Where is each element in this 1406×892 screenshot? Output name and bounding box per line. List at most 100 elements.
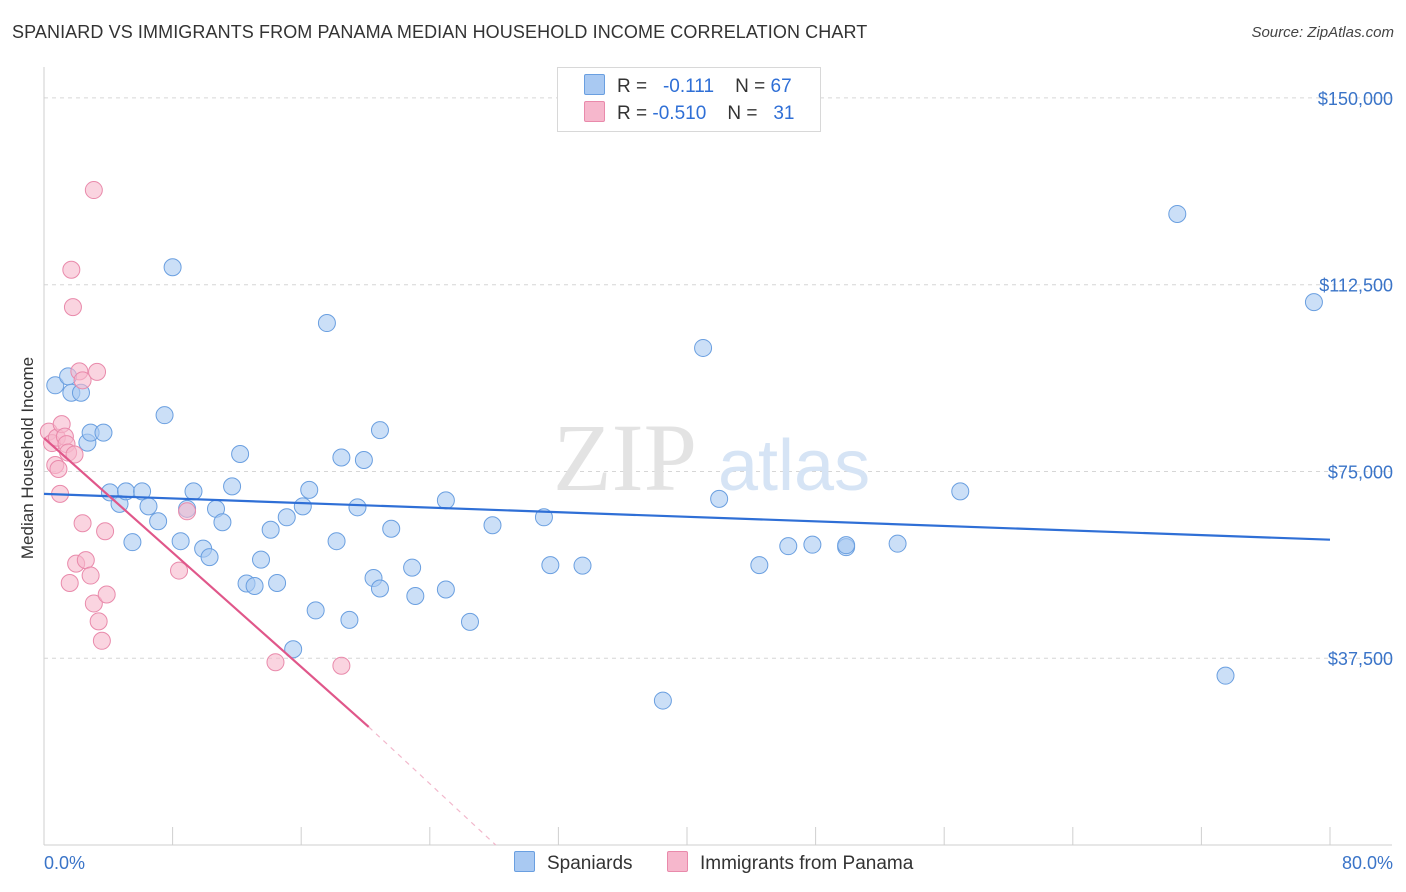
- spaniard-point-55: [694, 338, 713, 357]
- spaniard-point-26: [245, 577, 264, 596]
- spaniard-point-52: [541, 556, 560, 575]
- chart-title: SPANIARD VS IMMIGRANTS FROM PANAMA MEDIA…: [12, 22, 868, 42]
- spaniard-point-62: [888, 534, 907, 553]
- spaniard-point-29: [268, 574, 287, 593]
- spaniard-point-20: [200, 548, 219, 567]
- panama-point-30: [332, 656, 351, 675]
- x-tick-label-1: 80.0%: [1342, 853, 1393, 873]
- spaniard-point-0: [46, 376, 65, 395]
- bottom-legend-label-spaniards: Spaniards: [547, 853, 633, 874]
- spaniard-point-56: [710, 489, 729, 508]
- spaniard-point-51: [534, 508, 553, 527]
- spaniard-point-13: [149, 512, 168, 531]
- y-tick-label-1: $75,000: [1328, 462, 1393, 482]
- tick-labels: $37,500 $75,000 $112,500 $150,000 0.0% 80.0% M…: [18, 89, 1393, 873]
- panama-point-29: [266, 653, 285, 672]
- spaniard-point-61: [837, 536, 856, 555]
- spaniard-point-18: [184, 482, 203, 501]
- panama-trend-line: [43, 437, 370, 728]
- spaniard-point-31: [284, 640, 303, 659]
- y-tick-label-0: $37,500: [1328, 649, 1393, 669]
- spaniard-point-38: [340, 610, 359, 629]
- legend-swatch-spaniards: [584, 74, 605, 95]
- legend-n-label: N =: [727, 103, 758, 124]
- panama-point-25: [96, 522, 115, 541]
- chart-source: Source: ZipAtlas.com: [1251, 24, 1394, 41]
- spaniard-point-28: [261, 520, 280, 539]
- spaniard-point-32: [293, 497, 312, 516]
- spaniard-point-43: [370, 579, 389, 598]
- trend-lines: [43, 437, 1331, 846]
- spaniard-point-37: [332, 448, 351, 467]
- legend-r-label: R =: [617, 103, 648, 124]
- spaniard-point-22: [213, 513, 232, 532]
- legend-r-value-panama: -0.510: [652, 103, 707, 124]
- spaniard-point-34: [306, 601, 325, 620]
- spaniard-point-53: [573, 556, 592, 575]
- legend-swatch-panama: [584, 101, 605, 122]
- spaniard-point-23: [223, 477, 242, 496]
- legend-row-panama: R = -0.510 N = 31: [584, 101, 794, 127]
- spaniard-point-27: [252, 550, 271, 569]
- spaniard-point-12: [139, 497, 158, 516]
- legend-n-value-panama: 31: [773, 103, 795, 124]
- spaniard-point-6: [94, 423, 113, 442]
- spaniard-point-45: [403, 558, 422, 577]
- y-tick-label-3: $150,000: [1318, 89, 1393, 109]
- spaniard-point-36: [327, 532, 346, 551]
- panama-point-22: [88, 362, 107, 381]
- panama-point-27: [170, 561, 189, 580]
- bottom-legend-panama: Immigrants from Panama: [667, 851, 913, 877]
- bottom-swatch-panama: [667, 851, 688, 872]
- spaniard-point-54: [653, 691, 672, 710]
- spaniard-point-65: [1216, 666, 1235, 685]
- panama-point-12: [63, 298, 82, 317]
- panama-point-18: [76, 551, 95, 570]
- spaniard-point-44: [382, 519, 401, 538]
- grid-layer: [44, 97, 1392, 659]
- spaniard-point-58: [779, 537, 798, 556]
- panama-point-21: [84, 594, 103, 613]
- spaniard-point-10: [123, 533, 142, 552]
- watermark-layer: ZIP atlas: [553, 404, 870, 511]
- spaniard-point-15: [163, 258, 182, 277]
- panama-point-19: [81, 566, 100, 585]
- panama-point-11: [62, 260, 81, 279]
- spaniard-point-30: [277, 508, 296, 527]
- panama-points: [39, 181, 351, 675]
- spaniard-point-11: [133, 482, 152, 501]
- x-tick-label-0: 0.0%: [44, 853, 85, 873]
- spaniard-point-47: [436, 580, 455, 599]
- panama-point-13: [65, 445, 84, 464]
- spaniard-point-49: [460, 612, 479, 631]
- panama-point-20: [84, 181, 103, 200]
- correlation-legend: R = -0.111 N = 67 R = -0.510 N = 31: [557, 67, 821, 132]
- panama-point-10: [60, 574, 79, 593]
- spaniard-point-46: [406, 586, 425, 605]
- legend-r-label: R =: [617, 76, 648, 97]
- spaniard-point-33: [300, 480, 319, 499]
- panama-point-17: [73, 514, 92, 533]
- legend-n-label: N =: [735, 76, 766, 97]
- spaniard-point-40: [354, 451, 373, 470]
- spaniard-point-50: [483, 516, 502, 535]
- bottom-legend-spaniards: Spaniards: [514, 851, 633, 877]
- watermark-zip: ZIP: [553, 404, 697, 511]
- panama-point-4: [49, 459, 68, 478]
- spaniard-point-66: [1304, 293, 1323, 312]
- spaniard-point-57: [750, 556, 769, 575]
- panama-point-26: [97, 585, 116, 604]
- spaniard-point-39: [348, 498, 367, 517]
- bottom-swatch-spaniards: [514, 851, 535, 872]
- spaniard-point-42: [370, 421, 389, 440]
- spaniard-point-48: [436, 491, 455, 510]
- spaniard-point-63: [951, 482, 970, 501]
- spaniard-point-14: [155, 406, 174, 425]
- spaniard-point-64: [1168, 204, 1187, 223]
- legend-n-value-spaniards: 67: [770, 76, 792, 97]
- panama-point-16: [73, 371, 92, 390]
- spaniard-point-35: [317, 314, 336, 333]
- bottom-legend-label-panama: Immigrants from Panama: [700, 853, 914, 874]
- watermark-atlas: atlas: [718, 426, 870, 506]
